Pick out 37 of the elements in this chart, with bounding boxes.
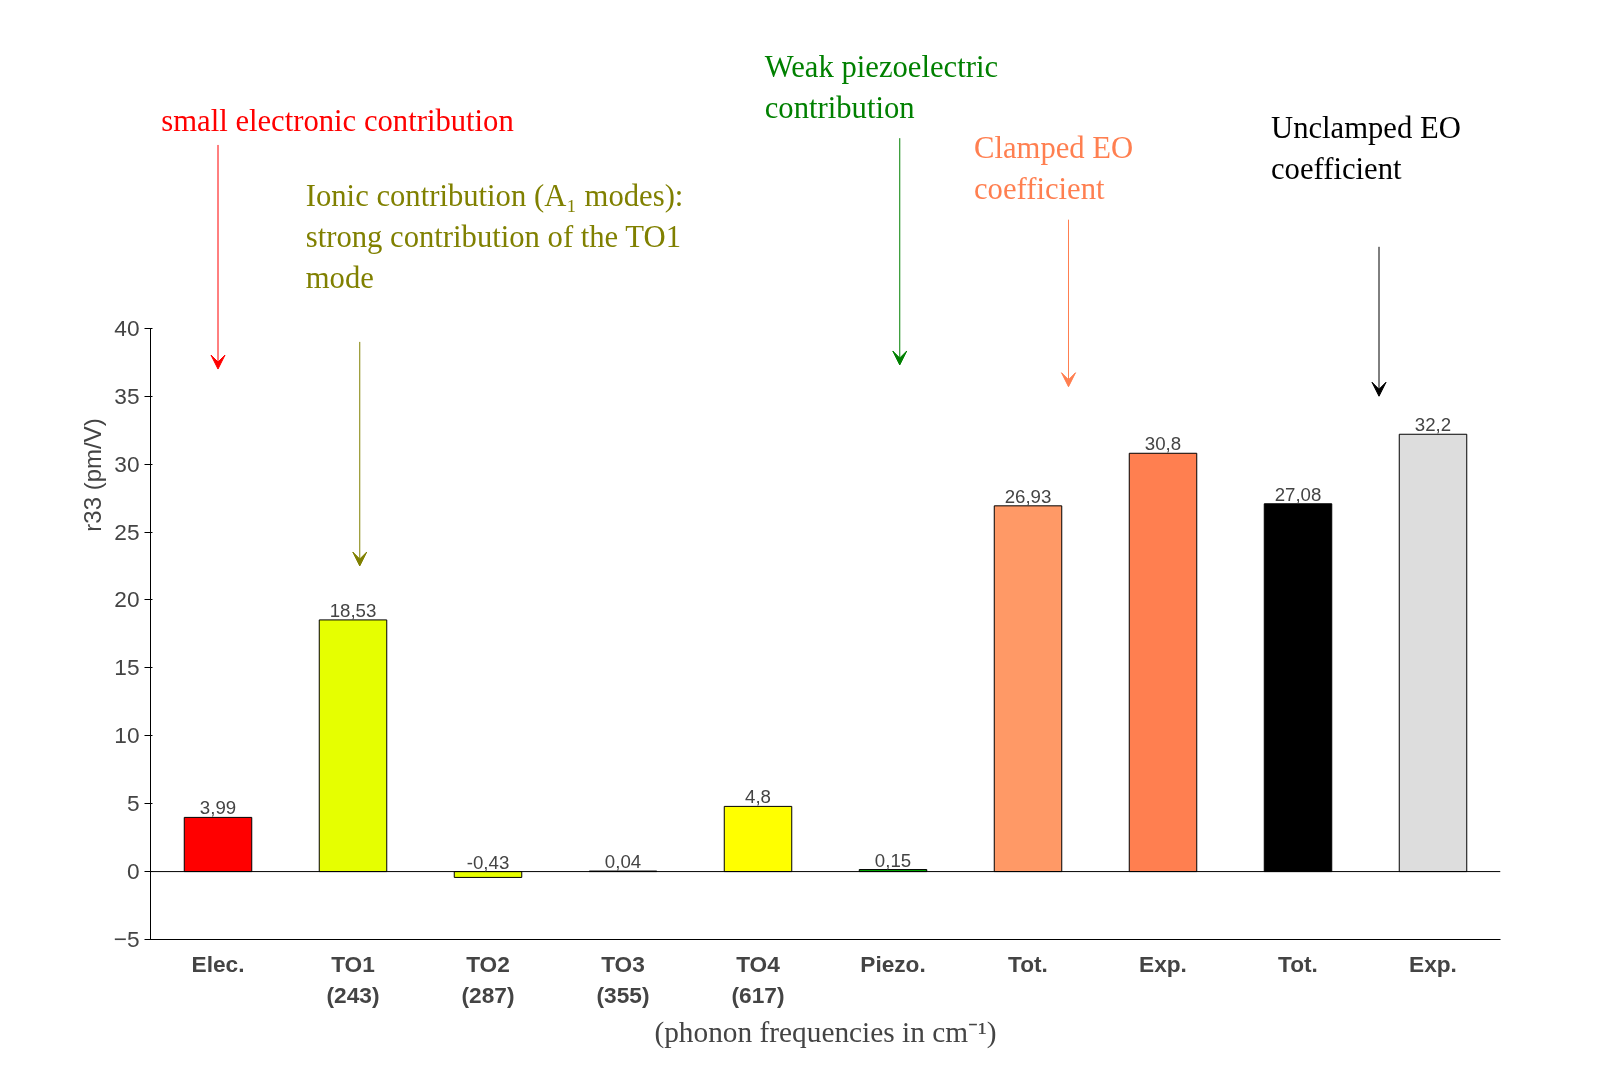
data-label: 27,08: [1274, 483, 1322, 505]
y-tick-label: −5: [113, 926, 140, 952]
y-tick-label: 5: [126, 790, 140, 817]
x-tick-label: TO2 (287): [461, 950, 515, 1008]
data-label: 26,93: [1004, 485, 1052, 507]
text: Ionic contribution (A₁ modes): strong contribution of the TO1 mode: [305, 178, 684, 295]
data-label: 32,2: [1414, 414, 1452, 436]
y-tick-label: 15: [114, 654, 140, 681]
y-axis-title: r33 (pm/V): [78, 418, 106, 532]
y-tick-label: 10: [114, 722, 140, 749]
x-tick-label: TO3 (355): [596, 950, 650, 1008]
x-tick-label: Tot.: [1008, 950, 1048, 977]
y-tick-label: 0: [126, 858, 140, 885]
x-tick-label: TO4 (617): [731, 950, 785, 1008]
y-tick-label: 30: [114, 450, 140, 477]
y-tick-label: 25: [114, 518, 140, 545]
data-label: 0,15: [874, 849, 912, 871]
y-tick-label: 20: [114, 586, 140, 613]
x-axis-title: (phonon frequencies in cm⁻¹): [654, 1015, 997, 1049]
data-label: 3,99: [199, 797, 237, 819]
data-label: 18,53: [329, 599, 377, 621]
y-tick-label: 40: [114, 314, 140, 341]
data-label: 30,8: [1144, 433, 1182, 455]
data-label: 0,04: [604, 851, 642, 873]
text: Unclamped EO coefficient: [1271, 111, 1461, 186]
x-tick-label: Exp.: [1409, 950, 1457, 977]
x-tick-label: Exp.: [1139, 950, 1187, 977]
text: Clamped EO coefficient: [974, 131, 1134, 207]
data-label: -0,43: [466, 851, 510, 873]
x-tick-label: Tot.: [1278, 950, 1318, 977]
y-tick-label: 35: [114, 382, 140, 409]
text: small electronic contribution: [161, 104, 514, 139]
data-label: 4,8: [745, 786, 771, 808]
x-tick-label: TO1 (243): [326, 950, 380, 1008]
x-tick-label: Elec.: [191, 950, 245, 977]
x-tick-label: Piezo.: [860, 950, 926, 977]
text: Weak piezoelectric contribution: [764, 49, 999, 125]
